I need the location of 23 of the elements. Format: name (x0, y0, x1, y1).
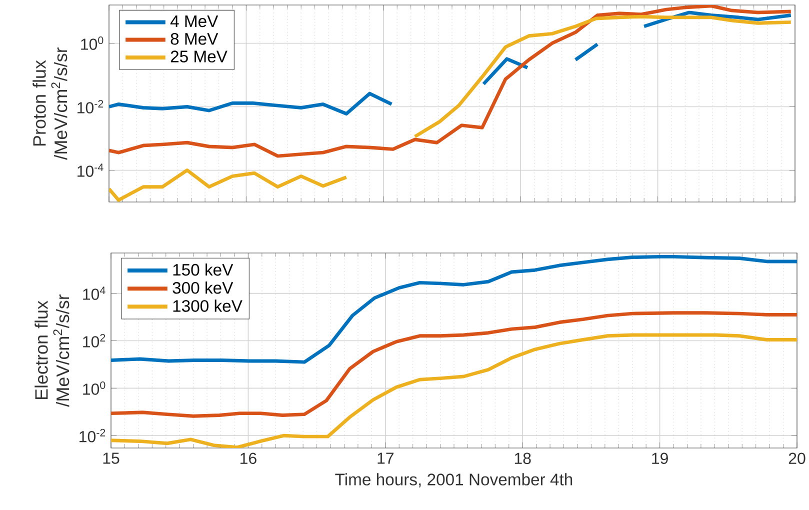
y-tick-label: 10$^{0}$ (83, 381, 106, 395)
legend-label: 8 MeV (170, 32, 218, 45)
x-tick-label: 20 (788, 452, 806, 464)
y-tick-label: 10$^{-2}$ (78, 100, 104, 114)
y-tick-label: 10$^{2}$ (83, 334, 106, 348)
x-axis-title: Time hours, 2001 November 4th (335, 473, 572, 488)
y-tick-label: 10$^{0}$ (81, 36, 104, 50)
x-tick-label: 17 (378, 452, 394, 464)
x-tick-label: 19 (652, 452, 668, 464)
y-tick-label: 10$^{4}$ (83, 286, 106, 300)
line-series (111, 311, 798, 418)
legend-label: 4 MeV (170, 16, 218, 28)
legend-label: 300 keV (172, 282, 234, 294)
legend-label: 150 keV (173, 263, 234, 276)
line-series (109, 4, 793, 158)
legend-label: 25 MeV (170, 50, 228, 62)
y-tick-label: 10$^{-4}$ (78, 164, 104, 177)
x-tick-label: 15 (103, 452, 120, 464)
line-series (111, 254, 798, 364)
x-tick-label: 18 (514, 452, 531, 464)
legend-label: 1300 keV (173, 300, 242, 312)
y-tick-label: 10$^{-2}$ (80, 428, 106, 442)
x-tick-label: 16 (240, 452, 256, 464)
